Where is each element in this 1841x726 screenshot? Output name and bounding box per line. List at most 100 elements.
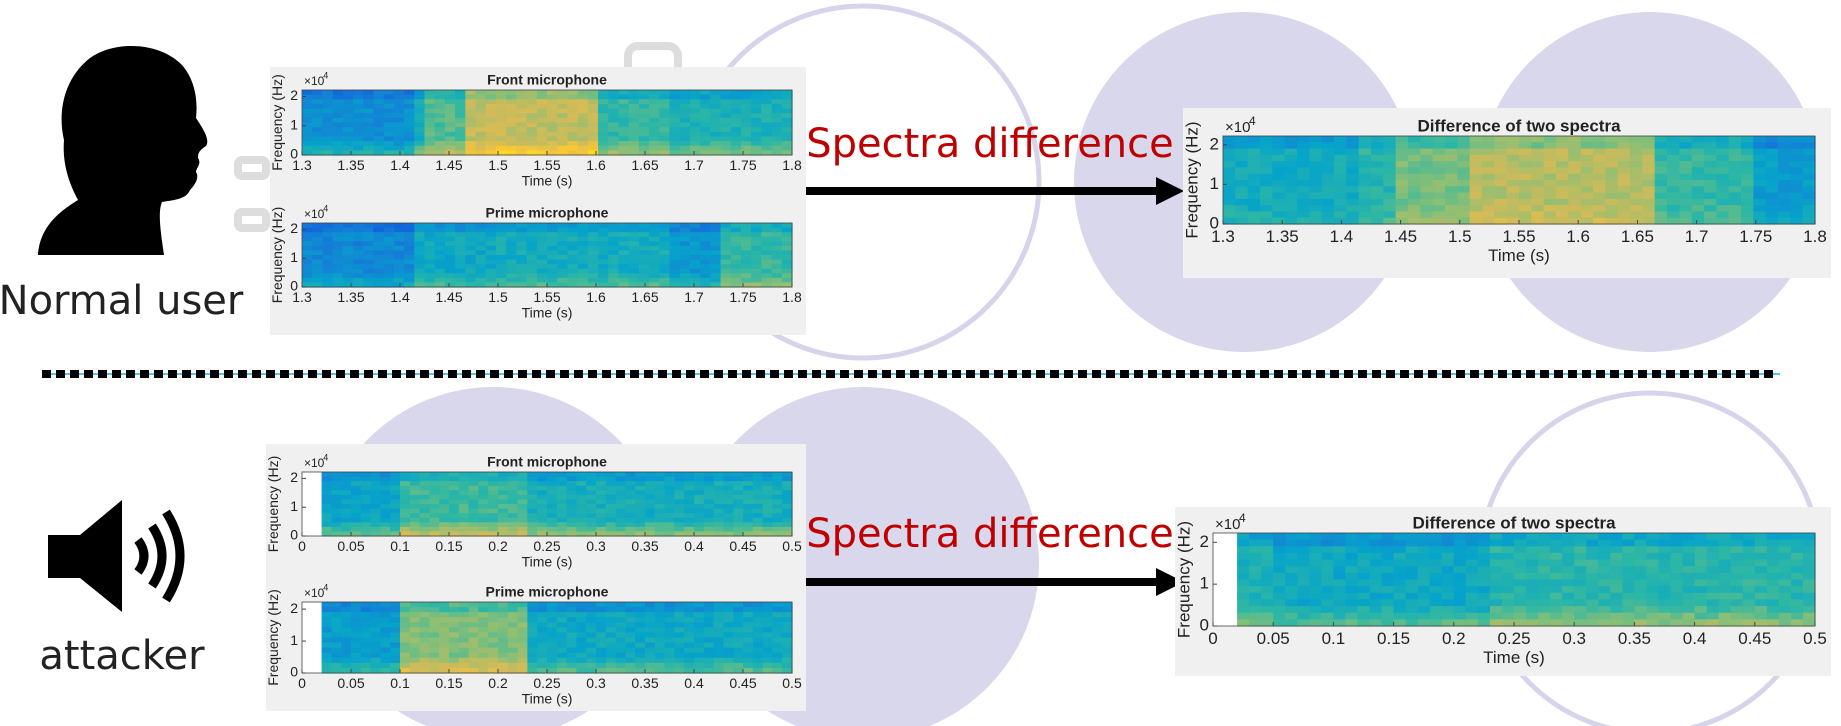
spectrogram-cell <box>567 109 578 114</box>
spectrogram-cell <box>733 495 743 500</box>
spectrogram-cell <box>1285 205 1298 212</box>
spectrogram-cell <box>1568 180 1581 187</box>
spectrogram-cell <box>1779 586 1792 593</box>
spectrogram-cell <box>1445 205 1458 212</box>
spectrogram-cell <box>400 499 410 504</box>
spectrogram-cell <box>445 278 456 283</box>
spectrogram-cell <box>1297 566 1310 573</box>
spectrogram-cell <box>547 612 557 618</box>
spectrogram-cell <box>410 504 420 509</box>
spectrogram-cell <box>1671 586 1684 593</box>
spectrogram-cell <box>710 273 721 278</box>
spectrogram-cell <box>772 658 782 664</box>
spectrogram-cell <box>1719 613 1732 620</box>
spectrogram-cell <box>1345 593 1358 600</box>
spectrogram-cell <box>674 527 684 532</box>
spectrogram-cell <box>1562 593 1575 600</box>
x-tick-label: 1.55 <box>533 289 560 305</box>
spectrogram-cell <box>1568 155 1581 162</box>
spectrogram-cell <box>1454 553 1467 560</box>
spectrogram-cell <box>1249 599 1262 606</box>
spectrogram-cell <box>429 527 439 532</box>
spectrogram-cell <box>772 602 782 608</box>
spectrogram-cell <box>1371 186 1384 193</box>
spectrogram-cell <box>1248 180 1261 187</box>
y-axis-label: Frequency (Hz) <box>269 207 285 303</box>
spectrogram-cell <box>753 612 763 618</box>
spectrogram-cell <box>710 118 721 123</box>
spectrogram-cell <box>1418 593 1431 600</box>
spectrogram-cell <box>731 127 742 132</box>
spectrogram-cell <box>596 612 606 618</box>
spectrogram-cell <box>516 99 527 104</box>
spectrogram-cell <box>710 109 721 114</box>
spectrogram-cell <box>1445 174 1458 181</box>
spectrogram-cell <box>435 113 446 118</box>
spectrogram-cell <box>527 495 537 500</box>
spectrogram-cell <box>1753 218 1766 225</box>
spectrogram-cell <box>763 602 773 608</box>
spectrogram-cell <box>516 90 527 95</box>
spectrogram-cell <box>1346 205 1359 212</box>
spectrogram-cell <box>331 602 341 608</box>
spectrogram-cell <box>1803 142 1816 149</box>
spectrogram-cell <box>557 658 567 664</box>
spectrogram-cell <box>567 643 577 649</box>
spectrogram-cell <box>445 269 456 274</box>
spectrogram-cell <box>782 136 793 141</box>
spectrogram-cell <box>1478 599 1491 606</box>
spectrogram-cell <box>420 612 430 618</box>
spectrogram-cell <box>1790 211 1803 218</box>
spectrogram-cell <box>410 632 420 638</box>
spectrogram-cell <box>1442 566 1455 573</box>
spectrogram-cell <box>435 146 446 151</box>
spectrogram-cell <box>665 518 675 523</box>
spectrogram-cell <box>635 653 645 659</box>
spectrogram-cell <box>371 643 381 649</box>
spectrogram-cell <box>1719 606 1732 613</box>
spectrogram-cell <box>537 643 547 649</box>
spectrogram-cell <box>1753 174 1766 181</box>
spectrogram-cell <box>649 246 660 251</box>
spectrogram-cell <box>731 118 742 123</box>
spectrogram-cell <box>567 495 577 500</box>
spectrogram-cell <box>751 141 762 146</box>
spectrogram-cell <box>1803 167 1816 174</box>
spectrogram-cell <box>1634 553 1647 560</box>
spectrogram-cell <box>1622 546 1635 553</box>
spectrogram-cell <box>1586 593 1599 600</box>
spectrogram-cell <box>659 123 670 128</box>
spectrogram-cell <box>1235 186 1248 193</box>
spectrogram-cell <box>753 513 763 518</box>
spectrogram-cell <box>420 653 430 659</box>
spectrogram-cell <box>761 113 772 118</box>
spectrogram-cell <box>721 123 732 128</box>
spectrogram-cell <box>322 472 332 477</box>
spectrogram-cell <box>1790 149 1803 156</box>
spectrogram-cell <box>1679 142 1692 149</box>
spectrogram-cell <box>537 490 547 495</box>
spectrogram-cell <box>606 663 616 669</box>
spectrogram-cell <box>1642 205 1655 212</box>
spectrogram-cell <box>496 237 507 242</box>
spectrogram-cell <box>670 264 681 269</box>
spectrogram-cell <box>1538 540 1551 547</box>
spectrogram-cell <box>527 95 538 100</box>
spectrogram-cell <box>1273 566 1286 573</box>
spectrogram-cell <box>1755 566 1768 573</box>
spectrogram-cell <box>469 481 479 486</box>
spectrogram-cell <box>508 612 518 618</box>
spectrogram-cell <box>371 612 381 618</box>
spectrogram-cell <box>557 607 567 613</box>
spectrogram-cell <box>710 123 721 128</box>
spectrogram-cell <box>439 663 449 669</box>
spectrogram-cell <box>1408 211 1421 218</box>
spectrogram-cell <box>586 632 596 638</box>
spectrogram-cell <box>439 509 449 514</box>
spectrogram-cell <box>598 237 609 242</box>
spectrogram-cell <box>1622 599 1635 606</box>
x-tick-label: 1.7 <box>684 157 704 173</box>
x-tick-label: 1.7 <box>1685 227 1709 246</box>
spectrogram-cell <box>772 264 783 269</box>
spectrogram-cell <box>1490 553 1503 560</box>
